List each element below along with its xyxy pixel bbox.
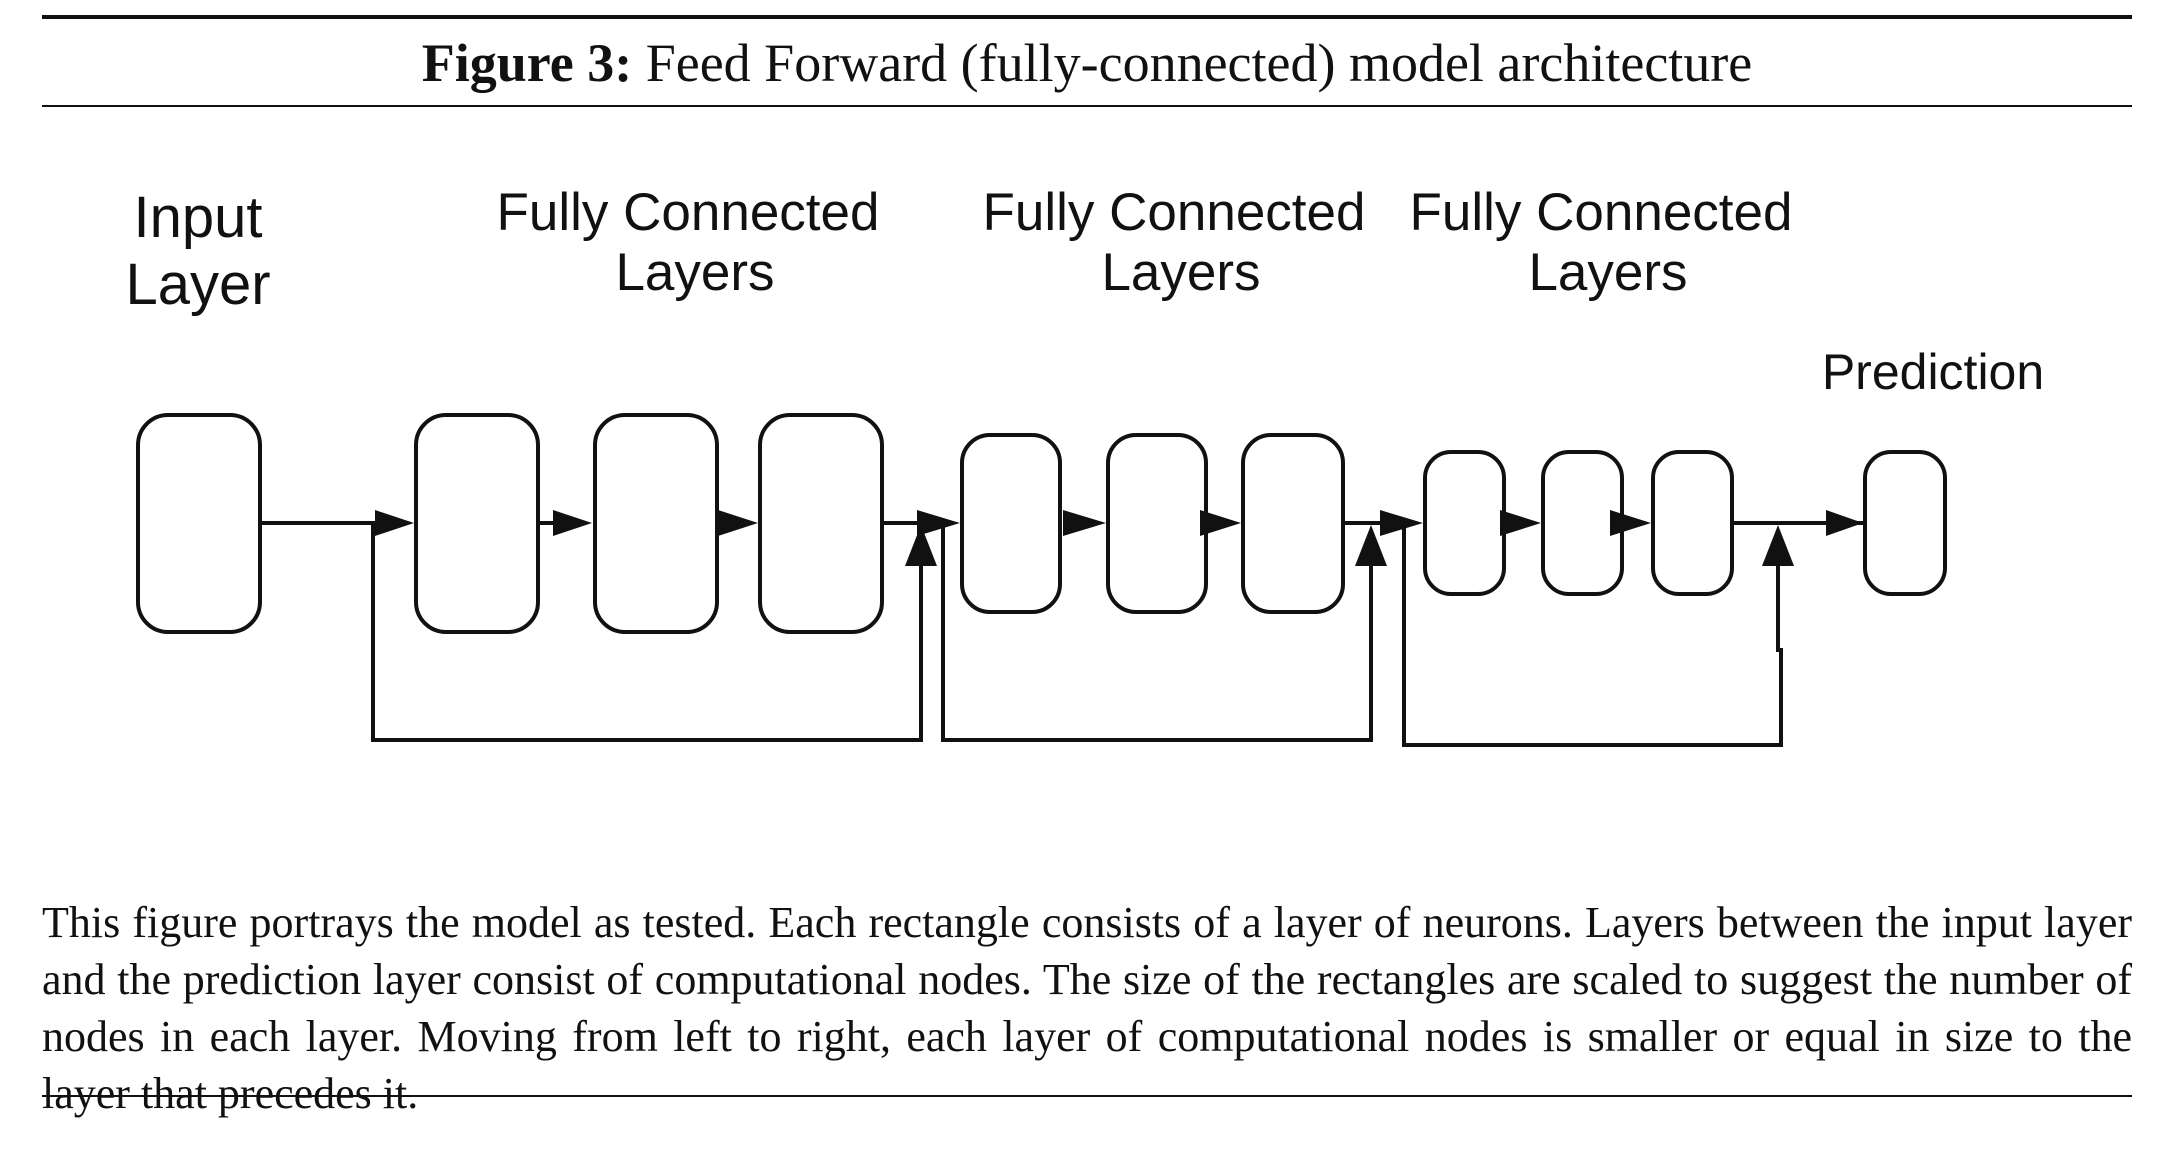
arrowhead-fc7-to-fc8 <box>1500 510 1541 536</box>
fc-layer-7-node <box>1423 450 1506 596</box>
skip-connection-2 <box>941 523 1373 742</box>
fc-group-2-label-line2: Layers <box>1101 243 1260 302</box>
arrowhead-fc8-to-fc9 <box>1610 510 1651 536</box>
figure-title: Feed Forward (fully-connected) model arc… <box>645 33 1753 93</box>
input-layer-label-line2: Layer <box>125 252 270 317</box>
prediction-label: Prediction <box>1822 344 2044 400</box>
arrowhead-fc2-to-fc3 <box>718 510 758 536</box>
arrowhead-skip-3 <box>1762 525 1794 566</box>
arrowhead-fc6-to-fc7 <box>1380 510 1423 536</box>
fc-layer-5-node <box>1106 433 1208 614</box>
arrowhead-to-prediction <box>1826 510 1863 536</box>
arrowhead-skip-2 <box>1355 525 1387 566</box>
fc-group-1-label-line1: Fully Connected <box>497 183 880 242</box>
fc-layer-1-node <box>414 413 540 634</box>
figure-description: This figure portrays the model as tested… <box>42 898 2132 1118</box>
arrowhead-skip-1 <box>905 525 937 566</box>
figure-caption: Figure 3: Feed Forward (fully-connected)… <box>42 28 2132 98</box>
arrowhead-fc1-to-fc2 <box>553 510 592 536</box>
prediction-node <box>1863 450 1947 596</box>
arrowhead-fc3-to-fc4 <box>917 510 960 536</box>
bottom-rule <box>42 1095 2132 1097</box>
fc-layer-2-node <box>593 413 719 634</box>
fc-group-3-label-line2: Layers <box>1528 243 1687 302</box>
top-rule <box>42 15 2132 19</box>
arrowhead-fc4-to-fc5 <box>1063 510 1106 536</box>
skip-connection-3 <box>1402 523 1783 747</box>
fc-group-3-label-line1: Fully Connected <box>1410 183 1793 242</box>
fc-group-2-label-line1: Fully Connected <box>983 183 1366 242</box>
input-layer-label-line1: Input <box>134 185 263 250</box>
fc-layer-4-node <box>960 433 1062 614</box>
fc-group-1-label-line2: Layers <box>615 243 774 302</box>
fc-layer-6-node <box>1241 433 1345 614</box>
arrowhead-fc5-to-fc6 <box>1200 510 1241 536</box>
input-layer-node <box>136 413 262 634</box>
skip-connection-1 <box>371 523 923 742</box>
fc-layer-3-node <box>758 413 884 634</box>
arrowhead-input-to-fc1 <box>375 510 414 536</box>
caption-rule <box>42 105 2132 107</box>
figure-label: Figure 3: <box>421 33 633 93</box>
fc-layer-9-node <box>1651 450 1734 596</box>
